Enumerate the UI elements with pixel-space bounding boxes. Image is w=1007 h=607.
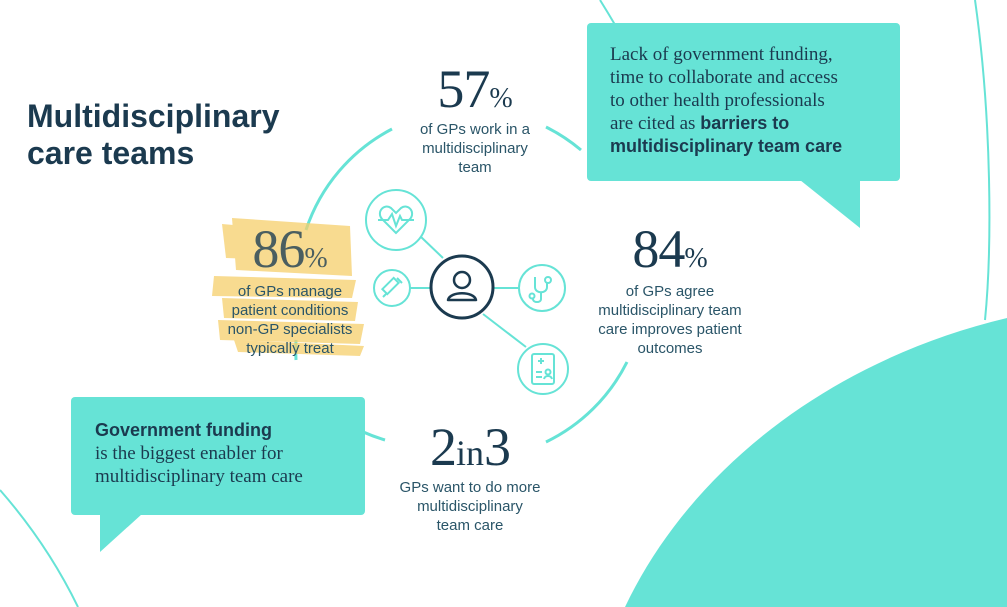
cycle-arc-top-right	[545, 125, 582, 152]
stat-84-value: 84%	[632, 219, 708, 279]
enabler-callout-tail	[100, 514, 142, 552]
enabler-bold-text: Government funding	[95, 420, 272, 440]
page-title: Multidisciplinary care teams	[27, 98, 279, 172]
stat-86-value: 86%	[252, 219, 328, 279]
enabler-callout: Government funding is the biggest enable…	[71, 397, 365, 515]
barriers-bold-text: barriers to	[700, 113, 790, 133]
cycle-arc-top-left	[304, 127, 393, 231]
stat-57-value: 57%	[437, 59, 513, 119]
teal-wave-shape	[625, 318, 1007, 607]
stat-84-percent: 84% of GPs agree multidisciplinary team ca…	[578, 222, 762, 358]
barriers-callout-tail	[800, 180, 860, 228]
syringe-icon	[372, 268, 412, 308]
person-icon	[428, 253, 496, 321]
stat-2in3-value: 2in3	[429, 417, 511, 477]
stat-2in3-description: GPs want to do more multidisciplinary team…	[399, 479, 541, 534]
stat-2-in-3: 2in3 GPs want to do more multidisciplinar…	[380, 420, 560, 535]
stat-86-description: of GPs manage patient conditions non-GP sp…	[227, 283, 353, 357]
stethoscope-icon	[517, 263, 567, 313]
cycle-arc-right	[545, 361, 629, 444]
stat-57-percent: 57% of GPs work in a multidisciplinary tea…	[395, 62, 555, 177]
heart-monitor-icon	[364, 188, 428, 252]
stat-86-percent: 86% of GPs manage patient conditions non-G…	[210, 222, 370, 358]
stat-84-description: of GPs agree multidisciplinary team care i…	[598, 283, 742, 357]
title-line-1: Multidisciplinary	[27, 98, 280, 134]
barriers-callout: Lack of government funding, time to coll…	[587, 23, 900, 181]
medical-record-icon	[516, 342, 570, 396]
decor-line-left	[0, 489, 79, 607]
stat-57-description: of GPs work in a multidisciplinary team	[419, 121, 531, 176]
decor-line-right	[974, 0, 991, 321]
title-line-2: care teams	[27, 135, 195, 171]
